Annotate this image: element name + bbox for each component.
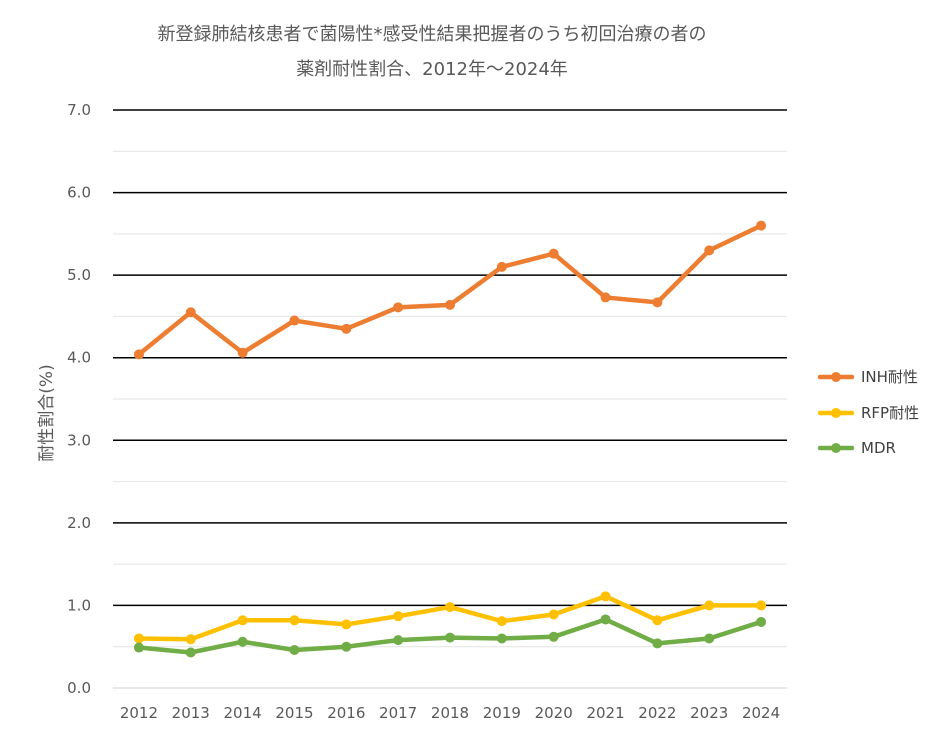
data-point <box>704 600 715 611</box>
data-point <box>341 323 352 334</box>
data-point <box>393 635 404 646</box>
data-point <box>341 641 352 652</box>
series-line <box>136 223 764 357</box>
data-point <box>133 349 144 360</box>
y-tick-label: 6.0 <box>67 184 91 202</box>
x-tick-label: 2020 <box>535 704 573 722</box>
data-point <box>185 307 196 318</box>
legend-label: RFP耐性 <box>861 404 919 422</box>
data-point <box>445 632 455 643</box>
data-point <box>756 220 767 231</box>
data-point <box>548 248 559 259</box>
y-tick-label: 1.0 <box>67 596 91 614</box>
y-tick-label: 5.0 <box>67 266 91 284</box>
x-tick-label: 2021 <box>586 704 624 722</box>
data-point <box>445 299 455 310</box>
chart-title-line-2: 薬剤耐性割合、2012年～2024年 <box>296 59 568 80</box>
data-point <box>289 615 300 626</box>
data-point <box>704 633 715 644</box>
chart-title: 新登録肺結核患者で菌陽性*感受性結果把握者のうち初回治療の者の 薬剤耐性割合、2… <box>158 24 707 80</box>
data-point <box>756 616 767 627</box>
x-tick-label: 2016 <box>327 704 365 722</box>
x-tick-label: 2024 <box>742 704 780 722</box>
data-point <box>652 615 663 626</box>
data-point <box>600 292 611 303</box>
y-tick-label: 3.0 <box>67 431 91 449</box>
data-point <box>445 602 455 613</box>
legend-marker <box>831 408 841 418</box>
y-tick-label: 0.0 <box>67 679 91 697</box>
y-tick-label: 2.0 <box>67 514 91 532</box>
legend-label: MDR <box>861 439 896 457</box>
data-point <box>237 615 248 626</box>
data-point <box>185 634 196 645</box>
legend-label: INH耐性 <box>861 368 918 386</box>
legend-marker <box>831 443 841 453</box>
x-tick-label: 2015 <box>275 704 313 722</box>
x-axis-ticks: 2012 2013 2014 2015 2016 2017 2018 2019 2020 2021… <box>120 704 780 722</box>
x-tick-label: 2017 <box>379 704 417 722</box>
data-point <box>548 631 559 642</box>
data-point <box>496 633 507 644</box>
data-point <box>237 347 248 358</box>
data-point <box>185 647 196 658</box>
data-point <box>496 261 507 272</box>
x-tick-label: 2018 <box>431 704 469 722</box>
data-point <box>600 591 611 602</box>
data-point <box>756 600 767 611</box>
y-axis-ticks: 0.0 1.0 2.0 3.0 4.0 5.0 6.0 7.0 <box>67 101 91 697</box>
grid <box>113 109 787 689</box>
data-point <box>133 642 144 653</box>
data-point <box>548 609 559 620</box>
x-tick-label: 2012 <box>120 704 158 722</box>
legend: INH耐性 RFP耐性 MDR <box>817 368 919 457</box>
data-point <box>496 616 507 627</box>
x-tick-label: 2013 <box>172 704 210 722</box>
x-tick-label: 2014 <box>224 704 262 722</box>
y-axis-label: 耐性割合(%) <box>37 364 57 461</box>
data-point <box>393 302 404 313</box>
x-tick-label: 2022 <box>638 704 676 722</box>
data-point <box>652 297 663 308</box>
y-tick-label: 4.0 <box>67 349 91 367</box>
data-point <box>341 619 352 630</box>
data-point <box>289 315 300 326</box>
data-point <box>600 614 611 625</box>
x-tick-label: 2019 <box>483 704 521 722</box>
x-tick-label: 2023 <box>690 704 728 722</box>
data-point <box>652 638 663 649</box>
chart-title-line-1: 新登録肺結核患者で菌陽性*感受性結果把握者のうち初回治療の者の <box>158 24 707 45</box>
legend-marker <box>831 372 841 382</box>
data-point <box>289 645 300 656</box>
data-point <box>133 633 144 644</box>
series-group <box>133 220 767 658</box>
data-point <box>704 245 715 256</box>
data-point <box>237 636 248 647</box>
data-point <box>393 611 404 622</box>
y-tick-label: 7.0 <box>67 101 91 119</box>
